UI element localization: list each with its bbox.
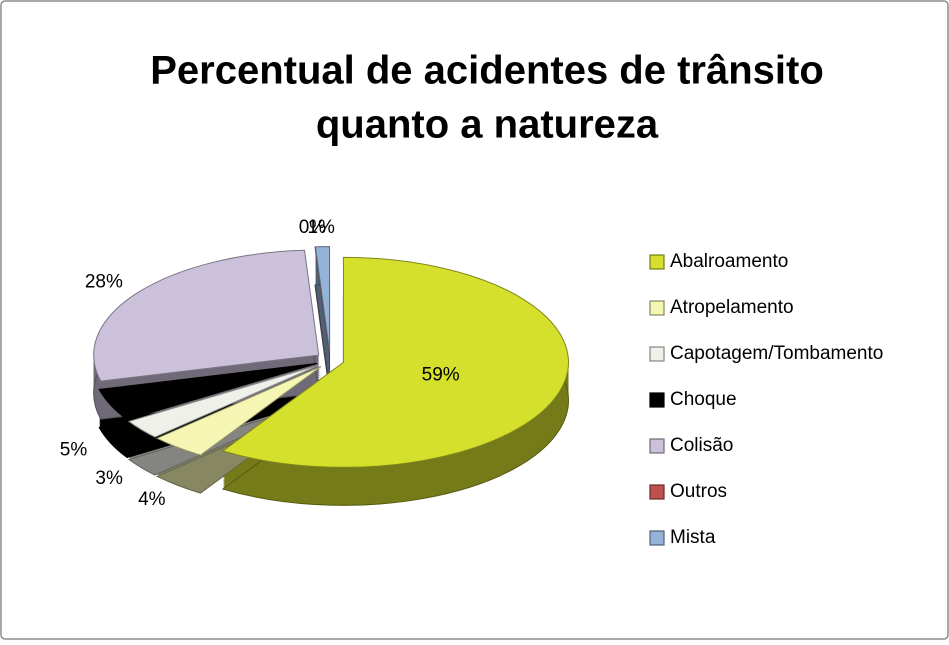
slice xyxy=(93,249,320,382)
data-label: 28% xyxy=(85,271,123,292)
legend-swatch xyxy=(649,254,665,270)
slice-side-edge xyxy=(155,404,322,494)
chart-title: Percentual de acidentes de trânsito xyxy=(150,49,824,93)
legend-swatch xyxy=(649,346,665,362)
data-label: 4% xyxy=(138,489,166,510)
legend-label: Abalroamento xyxy=(670,251,788,272)
legend-label: Atropelamento xyxy=(670,297,794,318)
data-label: 0% xyxy=(299,217,327,238)
data-label: 3% xyxy=(95,468,123,489)
slice xyxy=(314,246,331,352)
chart-title: quanto a natureza xyxy=(316,103,659,147)
legend-swatch xyxy=(649,530,665,546)
legend-swatch xyxy=(649,438,665,454)
data-label: 59% xyxy=(422,365,460,386)
legend-label: Mista xyxy=(670,527,716,548)
legend-swatch xyxy=(649,300,665,316)
slice xyxy=(155,366,322,456)
slice xyxy=(98,362,318,421)
legend-swatch xyxy=(649,392,665,408)
slice xyxy=(127,364,320,438)
pie-top xyxy=(93,246,569,468)
slice xyxy=(221,256,569,468)
legend-label: Outros xyxy=(670,481,727,502)
legend-label: Choque xyxy=(670,389,737,410)
legend-swatch xyxy=(649,484,665,500)
data-label: 1% xyxy=(307,217,335,238)
slice-side-edge xyxy=(127,402,320,476)
slice-side-edge xyxy=(98,400,318,459)
legend-label: Colisão xyxy=(670,435,733,456)
data-label: 5% xyxy=(60,440,88,461)
legend-label: Capotagem/Tombamento xyxy=(670,343,883,364)
